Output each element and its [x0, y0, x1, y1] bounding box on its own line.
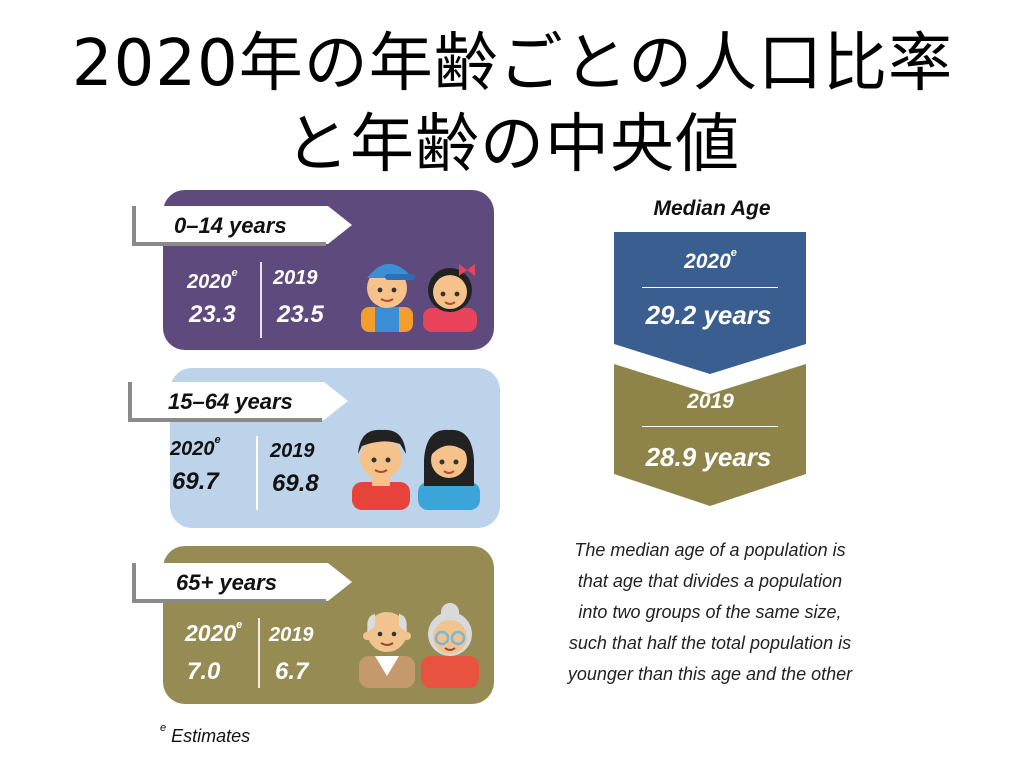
value-2019: 23.5	[277, 301, 324, 328]
value-2020: 69.7	[172, 468, 219, 495]
page-title-line-1: 2020年の年齢ごとの人口比率	[71, 27, 954, 101]
age-group-label: 15–64 years	[168, 389, 293, 414]
age-group-tab-young: 0–14 years	[130, 202, 356, 248]
divider	[260, 262, 262, 338]
woman-icon	[418, 429, 480, 510]
year-2020-label: 2020e	[170, 434, 221, 460]
year-2019-label: 2019	[269, 624, 314, 646]
description-line: younger than this age and the other	[567, 664, 853, 684]
age-group-label: 0–14 years	[174, 213, 287, 238]
median-2019-value: 28.9 years	[645, 442, 772, 472]
divider	[256, 436, 258, 510]
elderly-icon	[359, 603, 479, 688]
page-title-line-2: と年齢の中央値	[285, 108, 740, 182]
divider	[258, 618, 260, 688]
description-line: that age that divides a population	[577, 571, 843, 591]
median-2020-value: 29.2 years	[645, 300, 772, 330]
median-2019-arrow	[614, 364, 806, 506]
year-2019-label: 2019	[270, 440, 315, 462]
median-divider	[642, 426, 778, 427]
value-2019: 6.7	[275, 658, 309, 685]
age-group-label: 65+ years	[176, 570, 277, 595]
year-2020-label: 2020e	[185, 619, 243, 646]
median-age-title: Median Age	[653, 197, 771, 220]
description-line: into two groups of the same size,	[578, 602, 842, 622]
footnote: e Estimates	[160, 722, 251, 746]
median-description: The median age of a population is that a…	[540, 535, 880, 690]
elderly-woman-icon	[421, 603, 479, 688]
median-2019-year: 2019	[687, 390, 734, 413]
median-age-arrows	[614, 232, 806, 506]
child-girl-icon	[423, 264, 477, 332]
description-line: such that half the total population is	[568, 633, 852, 653]
elderly-man-icon	[359, 612, 415, 688]
value-2020: 7.0	[187, 658, 221, 685]
median-2020-year: 2020e	[684, 247, 737, 273]
year-2019-label: 2019	[273, 267, 318, 289]
value-2019: 69.8	[272, 470, 319, 497]
man-icon	[352, 429, 410, 510]
children-icon	[361, 263, 477, 332]
year-2020-label: 2020e	[187, 267, 238, 293]
adults-icon	[352, 429, 480, 510]
age-group-tab-elderly: 65+ years	[130, 559, 356, 605]
value-2020: 23.3	[189, 301, 236, 328]
child-boy-icon	[361, 263, 415, 332]
age-group-tab-working: 15–64 years	[126, 378, 352, 424]
median-2020-arrow	[614, 232, 806, 374]
median-divider	[642, 287, 778, 288]
description-line: The median age of a population is	[574, 540, 846, 560]
